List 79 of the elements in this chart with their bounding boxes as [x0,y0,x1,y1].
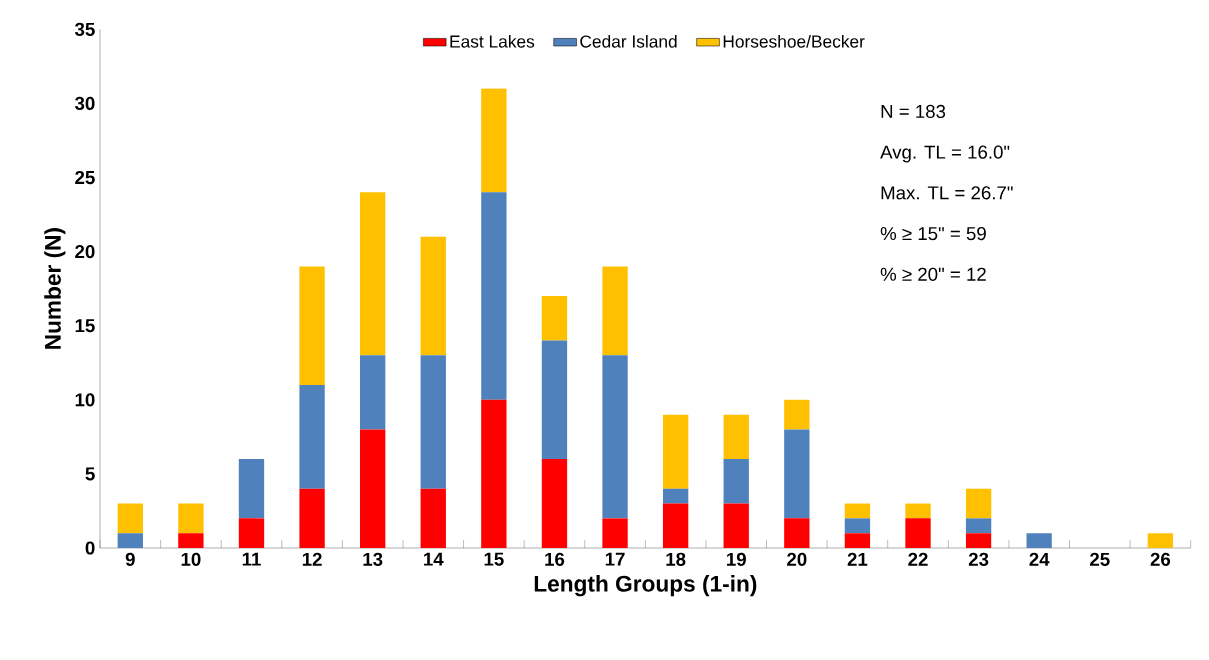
x-tick-label: 26 [1150,552,1171,566]
bar [965,488,992,519]
y-tick-label: 25 [75,170,95,185]
x-tick-label: 10 [181,552,201,566]
bar [420,355,446,489]
bar [360,192,386,356]
bar [178,503,204,534]
bar [784,429,810,519]
annotation: % ≥ 15" = 59 [880,226,986,241]
bar [117,533,143,548]
legend-label: East Lakes [450,34,535,48]
y-tick-label: 15 [75,319,95,333]
x-tick-label: 9 [125,552,135,566]
annotation: N = 183 [881,104,946,119]
y-tick-label: 30 [74,96,95,111]
bar [1026,533,1052,548]
x-tick-label: 20 [787,552,807,566]
bar [784,399,810,430]
legend-label: Horseshoe/Becker [723,34,865,48]
bar [662,503,689,548]
bar [965,533,992,548]
y-tick-label: 35 [74,22,95,36]
y-tick-label: 5 [85,467,95,481]
y-tick-label: 20 [75,244,95,259]
bar [481,192,507,400]
bar [723,503,749,548]
bar [965,518,992,534]
annotation: % ≥ 20" = 12 [880,267,986,281]
bar [905,518,931,548]
bar [844,518,871,534]
bar [299,384,325,489]
bar [602,518,628,548]
bar [844,503,871,519]
x-tick-label: 25 [1090,552,1110,566]
x-tick-label: 11 [242,552,261,566]
bar [602,266,628,356]
bar [360,355,386,430]
bar [541,340,568,460]
y-axis-title: Number (N) [44,228,66,349]
x-tick-label: 23 [968,552,989,566]
x-tick-label: 18 [666,552,686,566]
x-tick-label: 24 [1029,552,1050,566]
y-tick-label: 0 [85,541,95,555]
bar [723,459,749,504]
bar [541,296,568,341]
legend-label: Cedar Island [580,34,677,48]
x-tick-label: 17 [605,552,625,566]
annotation: Max. TL = 26.7" [881,186,1013,200]
bar [178,533,204,548]
x-tick-label: 19 [727,552,746,566]
x-tick-label: 21 [847,552,868,566]
bar [481,399,507,548]
bar [238,518,265,548]
x-tick-label: 14 [424,552,444,566]
bar [602,355,628,519]
x-tick-label: 12 [302,552,322,566]
bar [662,488,689,504]
bar [784,518,810,548]
bar [481,88,507,193]
x-tick-label: 13 [363,552,383,566]
bar [723,414,749,460]
bar [1147,533,1174,548]
annotation: Avg. TL = 16.0" [880,145,1010,163]
x-tick-label: 22 [908,552,928,566]
bar [541,459,568,548]
bar [662,414,689,489]
bar [844,533,871,548]
x-axis-title: Length Groups (1-in) [534,575,757,597]
bar [420,236,446,356]
bar [299,488,325,548]
bar [117,503,143,534]
bar [299,266,325,385]
bar [360,429,386,548]
bar [420,488,446,548]
bar [905,503,931,519]
bar [238,459,265,519]
x-tick-label: 15 [484,552,504,566]
x-tick-label: 16 [545,552,565,566]
y-tick-label: 10 [75,393,95,407]
